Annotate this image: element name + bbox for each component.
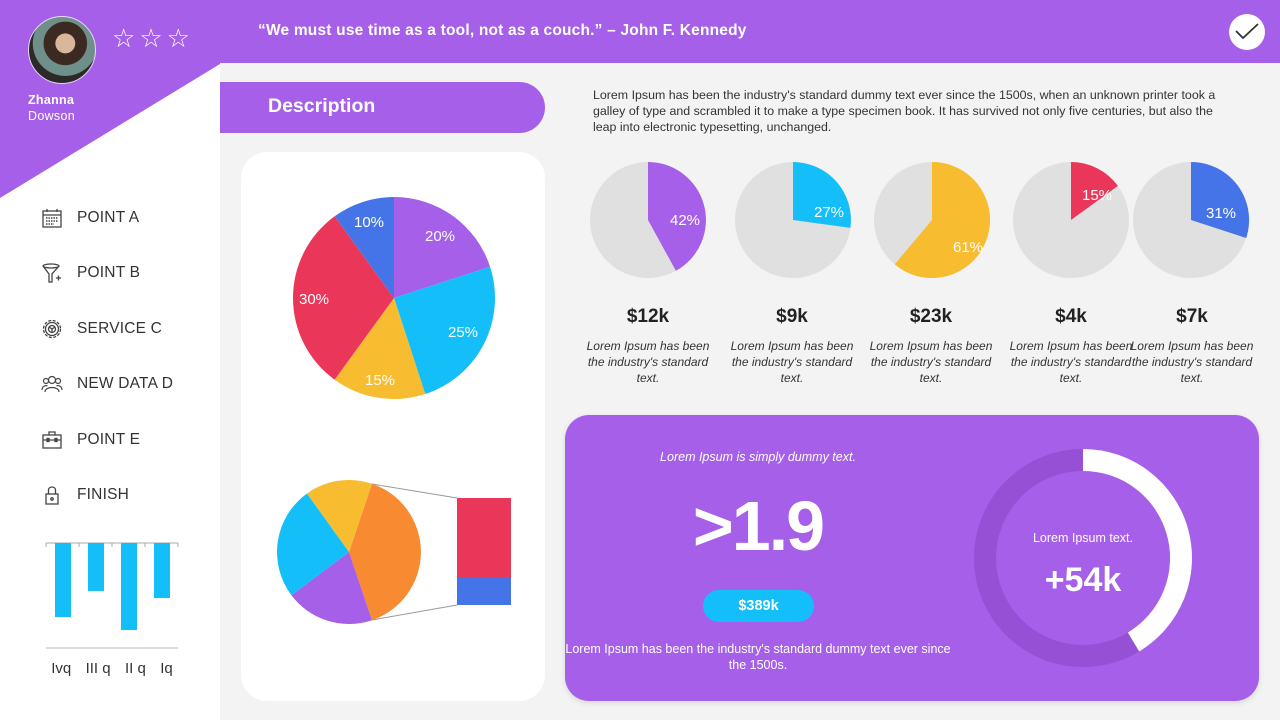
user-first-name: Zhanna	[28, 93, 75, 107]
bar-ivq	[55, 543, 71, 617]
kpi-text: Lorem Ipsum has been the industry's stan…	[869, 339, 993, 385]
top-header	[220, 0, 1280, 63]
svg-text:31%: 31%	[1206, 205, 1236, 222]
check-button[interactable]	[1229, 14, 1265, 50]
sidebar-item-finish[interactable]: FINISH	[40, 468, 210, 524]
sidebar-item-point-a[interactable]: POINT A	[40, 190, 210, 246]
kpi-value: $12k	[626, 306, 670, 327]
donut-value: +54k	[1044, 561, 1122, 599]
svg-text:61%: 61%	[953, 239, 983, 256]
user-last-name: Dowson	[28, 109, 75, 123]
sidebar-item-label: POINT A	[77, 208, 140, 226]
svg-text:27%: 27%	[814, 204, 844, 221]
highlight-subtitle: Lorem Ipsum is simply dummy text.	[660, 450, 856, 464]
sidebar-item-label: FINISH	[77, 486, 130, 504]
description-header: Description	[220, 82, 545, 133]
kpi-card-3: $23k Lorem Ipsum has been the industry's…	[866, 306, 996, 386]
kpi-text: Lorem Ipsum has been the industry's stan…	[730, 339, 854, 385]
star-icon[interactable]: ☆	[112, 24, 136, 54]
kpi-pie-3: 61%	[874, 162, 991, 278]
slice-label: 30%	[299, 291, 329, 308]
rating-stars: ☆ ☆ ☆	[112, 26, 190, 52]
gear-icon	[40, 317, 64, 341]
highlight-card	[565, 415, 1259, 701]
slice-label: 15%	[365, 372, 395, 389]
axis-label: Ivq	[51, 660, 72, 677]
kpi-card-5: $7k Lorem Ipsum has been the industry's …	[1127, 306, 1257, 386]
donut-progress-chart	[974, 449, 1192, 667]
kpi-pie-1: 42%	[590, 162, 706, 278]
avatar[interactable]	[28, 16, 96, 84]
star-icon[interactable]: ☆	[166, 24, 190, 54]
funnel-icon	[40, 261, 64, 285]
sidebar-item-new-data-d[interactable]: NEW DATA D	[40, 357, 210, 413]
kpi-card-4: $4k Lorem Ipsum has been the industry's …	[1006, 306, 1136, 386]
calendar-icon	[40, 206, 64, 230]
kpi-text: Lorem Ipsum has been the industry's stan…	[1130, 339, 1254, 385]
kpi-value: $23k	[909, 306, 953, 327]
header-quote: “We must use time as a tool, not as a co…	[258, 22, 747, 39]
kpi-value: $7k	[1176, 306, 1208, 327]
sidebar	[0, 0, 220, 720]
axis-label: II q	[125, 660, 146, 677]
quarterly-mini-chart	[45, 542, 179, 649]
kpi-value: $4k	[1055, 306, 1087, 327]
donut-label: Lorem Ipsum text.	[1032, 531, 1134, 545]
kpi-pies: 42% 27% 61% 15% 31%	[590, 161, 1250, 278]
kpi-value: $9k	[776, 306, 808, 327]
kpi-pie-2: 27%	[735, 162, 851, 278]
kpi-text: Lorem Ipsum has been the industry's stan…	[586, 339, 710, 385]
lock-icon	[40, 483, 64, 507]
sidebar-item-label: NEW DATA D	[77, 375, 174, 393]
intro-paragraph: Lorem Ipsum has been the industry's stan…	[593, 88, 1216, 134]
highlight-pill[interactable]: $389k	[703, 590, 814, 622]
main-pie-chart: 20% 25% 15% 30% 10%	[292, 197, 496, 400]
slice-label: 25%	[448, 324, 478, 341]
bar-iiq	[121, 543, 137, 630]
svg-text:42%: 42%	[670, 212, 700, 229]
sidebar-item-label: POINT B	[77, 264, 141, 282]
description-title: Description	[268, 95, 376, 117]
slice-label: 10%	[354, 214, 384, 231]
svg-text:15%: 15%	[1082, 187, 1112, 204]
pie-of-bar-chart	[276, 480, 511, 624]
slice-label: 20%	[425, 228, 455, 245]
sidebar-item-point-e[interactable]: POINT E	[40, 412, 210, 468]
highlight-big-value: >1.9	[692, 487, 825, 565]
star-icon[interactable]: ☆	[139, 24, 163, 54]
bar-iq	[154, 543, 170, 598]
sidebar-item-point-b[interactable]: POINT B	[40, 246, 210, 302]
bar-iiiq	[88, 543, 104, 591]
check-icon	[1235, 23, 1259, 40]
axis-label: Iq	[160, 660, 173, 677]
mini-chart-axis-labels: Ivq III q II q Iq	[44, 660, 180, 677]
kpi-card-1: $12k Lorem Ipsum has been the industry's…	[583, 306, 713, 386]
toolbox-icon	[40, 428, 64, 452]
sidebar-item-service-c[interactable]: SERVICE C	[40, 301, 210, 357]
users-icon	[40, 372, 64, 396]
axis-label: III q	[85, 660, 111, 677]
kpi-text: Lorem Ipsum has been the industry's stan…	[1009, 339, 1133, 385]
kpi-card-2: $9k Lorem Ipsum has been the industry's …	[727, 306, 857, 386]
sidebar-nav: POINT A POINT B SERVICE C NEW DATA D POI…	[40, 190, 210, 523]
highlight-footer: Lorem Ipsum has been the industry's stan…	[565, 642, 951, 672]
sidebar-item-label: SERVICE C	[77, 319, 163, 337]
kpi-pie-4: 15%	[1013, 162, 1129, 278]
kpi-pie-5: 31%	[1133, 161, 1250, 278]
sidebar-item-label: POINT E	[77, 430, 141, 448]
